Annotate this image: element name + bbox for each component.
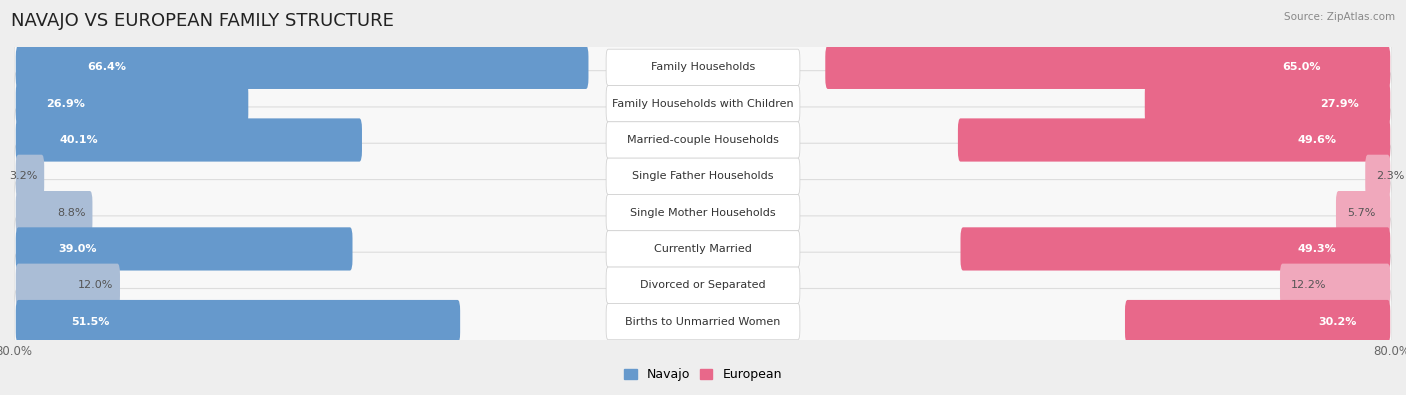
FancyBboxPatch shape [14,71,1392,137]
Text: Single Father Households: Single Father Households [633,171,773,181]
Text: 51.5%: 51.5% [72,316,110,327]
FancyBboxPatch shape [960,227,1391,271]
FancyBboxPatch shape [606,122,800,158]
Text: 30.2%: 30.2% [1317,316,1357,327]
FancyBboxPatch shape [1125,300,1391,343]
Text: 5.7%: 5.7% [1347,208,1375,218]
FancyBboxPatch shape [15,227,353,271]
Text: 40.1%: 40.1% [60,135,98,145]
FancyBboxPatch shape [606,158,800,194]
Text: Births to Unmarried Women: Births to Unmarried Women [626,316,780,327]
Text: 49.6%: 49.6% [1298,135,1336,145]
FancyBboxPatch shape [825,46,1391,89]
FancyBboxPatch shape [606,267,800,303]
FancyBboxPatch shape [15,82,249,125]
FancyBboxPatch shape [14,143,1392,209]
Text: 12.2%: 12.2% [1291,280,1327,290]
FancyBboxPatch shape [15,191,93,234]
Text: 3.2%: 3.2% [8,171,38,181]
FancyBboxPatch shape [606,231,800,267]
FancyBboxPatch shape [957,118,1391,162]
FancyBboxPatch shape [606,49,800,86]
Text: 65.0%: 65.0% [1282,62,1320,72]
Legend: Navajo, European: Navajo, European [619,363,787,386]
Text: 66.4%: 66.4% [87,62,127,72]
FancyBboxPatch shape [15,300,460,343]
FancyBboxPatch shape [606,85,800,122]
Text: 39.0%: 39.0% [59,244,97,254]
Text: Married-couple Households: Married-couple Households [627,135,779,145]
FancyBboxPatch shape [1365,155,1391,198]
FancyBboxPatch shape [14,34,1392,100]
FancyBboxPatch shape [1279,263,1391,307]
FancyBboxPatch shape [14,288,1392,355]
Text: Divorced or Separated: Divorced or Separated [640,280,766,290]
Text: NAVAJO VS EUROPEAN FAMILY STRUCTURE: NAVAJO VS EUROPEAN FAMILY STRUCTURE [11,12,394,30]
Text: 2.3%: 2.3% [1376,171,1405,181]
FancyBboxPatch shape [606,194,800,231]
Text: 27.9%: 27.9% [1320,99,1358,109]
FancyBboxPatch shape [1336,191,1391,234]
Text: 8.8%: 8.8% [58,208,86,218]
FancyBboxPatch shape [15,263,120,307]
Text: 12.0%: 12.0% [77,280,112,290]
FancyBboxPatch shape [15,155,44,198]
Text: 26.9%: 26.9% [46,99,84,109]
FancyBboxPatch shape [15,46,589,89]
Text: Family Households with Children: Family Households with Children [612,99,794,109]
FancyBboxPatch shape [15,118,361,162]
Text: Single Mother Households: Single Mother Households [630,208,776,218]
Text: 49.3%: 49.3% [1298,244,1337,254]
FancyBboxPatch shape [14,180,1392,246]
FancyBboxPatch shape [14,252,1392,318]
Text: Currently Married: Currently Married [654,244,752,254]
FancyBboxPatch shape [1144,82,1391,125]
FancyBboxPatch shape [14,216,1392,282]
FancyBboxPatch shape [606,303,800,340]
FancyBboxPatch shape [14,107,1392,173]
Text: Source: ZipAtlas.com: Source: ZipAtlas.com [1284,12,1395,22]
Text: Family Households: Family Households [651,62,755,72]
